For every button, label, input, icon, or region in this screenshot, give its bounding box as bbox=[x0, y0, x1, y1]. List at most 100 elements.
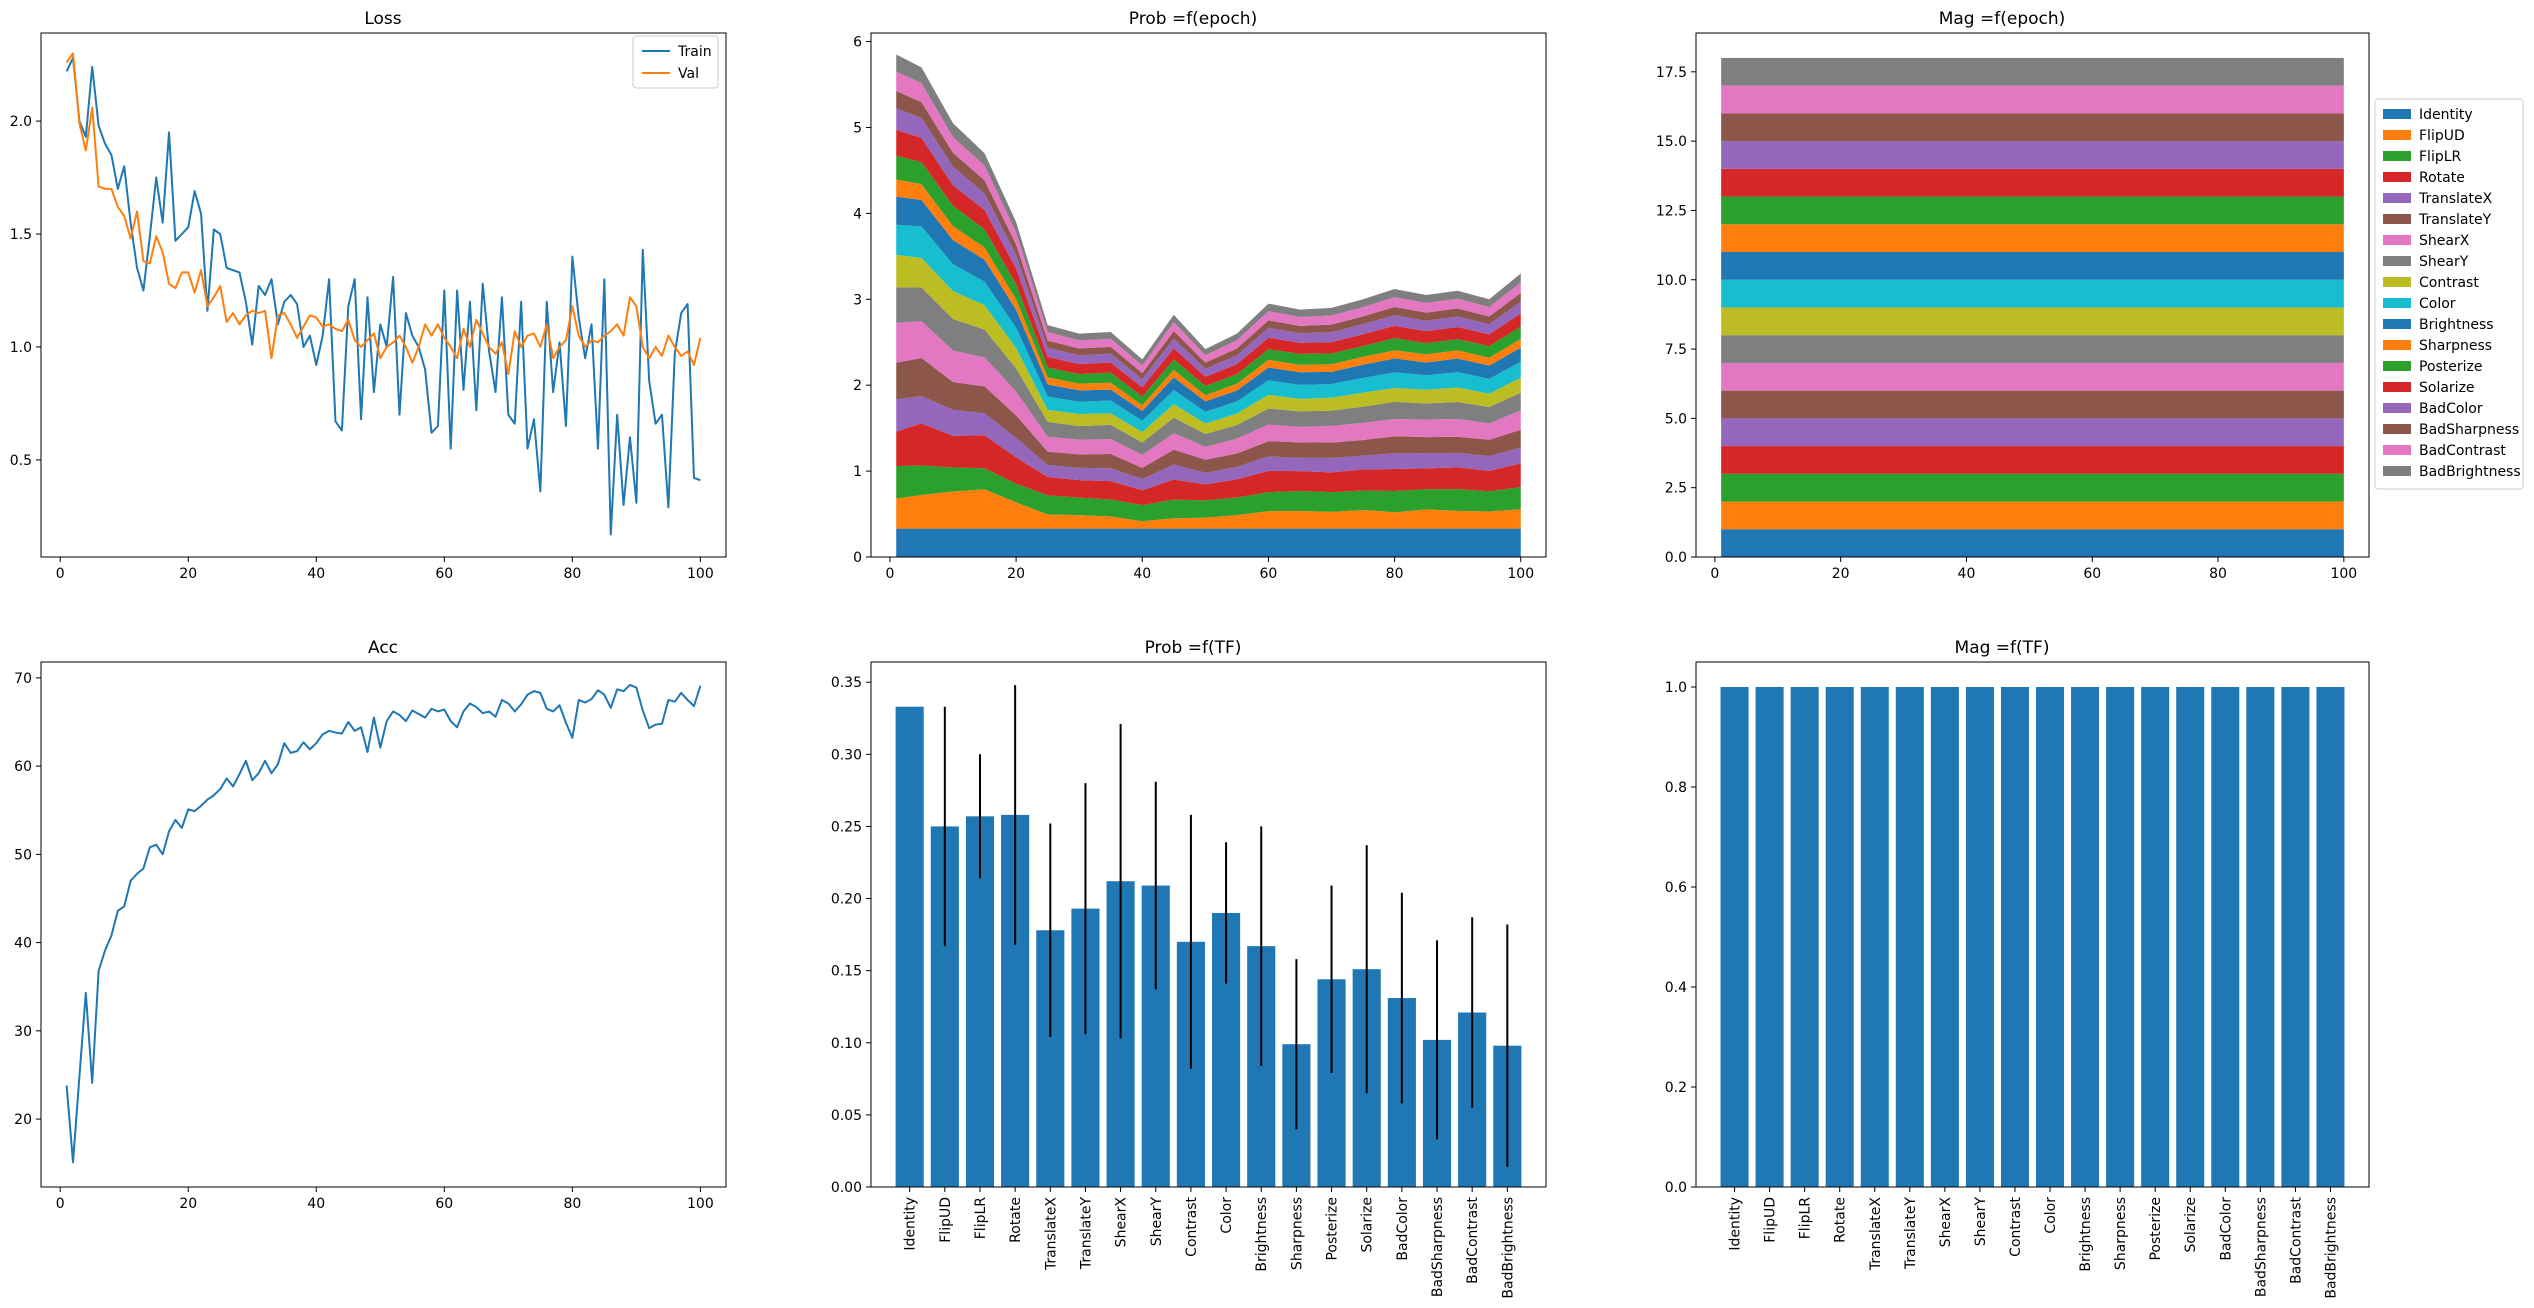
mag-legend-swatch-badsharpness bbox=[2383, 424, 2411, 434]
loss-ytick-label: 1.0 bbox=[10, 340, 32, 356]
prob-tf-bar-identity bbox=[895, 706, 924, 1187]
prob-epoch-area-shearx bbox=[896, 321, 1521, 468]
mag-tf-bar-posterize bbox=[2141, 687, 2170, 1187]
mag-tf-bar-brightness bbox=[2071, 687, 2100, 1187]
mag-tf-xtick-label: BadColor bbox=[2218, 1197, 2234, 1261]
mag-legend-label-badcolor: BadColor bbox=[2419, 401, 2483, 417]
prob-tf-xtick-label: Sharpness bbox=[1289, 1197, 1305, 1270]
prob-tf-ytick-label: 0.05 bbox=[831, 1108, 862, 1124]
mag-epoch-ytick-label: 12.5 bbox=[1656, 203, 1687, 219]
mag-tf-xtick-label: TranslateX bbox=[1868, 1197, 1884, 1272]
mag-tf-bar-sharpness bbox=[2106, 687, 2135, 1187]
prob-tf-ytick-label: 0.10 bbox=[831, 1036, 862, 1052]
loss-xtick-label: 60 bbox=[435, 566, 453, 582]
mag-tf-xtick-label: Identity bbox=[1728, 1197, 1744, 1251]
mag-epoch-band-translatey bbox=[1721, 390, 2344, 419]
prob-tf-xtick-label: Color bbox=[1219, 1197, 1235, 1234]
mag-epoch-band-contrast bbox=[1721, 307, 2344, 336]
mag-tf-xtick-label: Color bbox=[2043, 1197, 2059, 1234]
mag-tf-xtick-label: BadSharpness bbox=[2253, 1197, 2269, 1297]
mag-epoch-xtick-label: 100 bbox=[2330, 566, 2357, 582]
legend-val-label: Val bbox=[678, 66, 699, 82]
acc-ytick-label: 60 bbox=[14, 759, 32, 775]
mag-epoch-band-flipud bbox=[1721, 501, 2344, 530]
mag-tf-title: Mag =f(TF) bbox=[1955, 638, 2050, 658]
acc-ytick-label: 50 bbox=[14, 847, 32, 863]
mag-legend-label-badbrightness: BadBrightness bbox=[2419, 464, 2521, 480]
prob-tf-ytick-label: 0.35 bbox=[831, 675, 862, 691]
mag-tf-xtick-label: Contrast bbox=[2008, 1196, 2024, 1256]
mag-legend-swatch-translatey bbox=[2383, 214, 2411, 224]
mag-tf-bar-flipud bbox=[1755, 687, 1784, 1187]
acc-xtick-label: 60 bbox=[435, 1196, 453, 1212]
mag-tf-xtick-label: BadContrast bbox=[2288, 1197, 2304, 1284]
mag-epoch-band-identity bbox=[1721, 529, 2344, 557]
prob-tf-xtick-label: Solarize bbox=[1360, 1197, 1376, 1253]
acc-xtick-label: 80 bbox=[563, 1196, 581, 1212]
loss-ytick-label: 2.0 bbox=[10, 114, 32, 130]
prob-epoch-title: Prob =f(epoch) bbox=[1129, 9, 1257, 29]
mag-tf-xtick-label: BadBrightness bbox=[2323, 1197, 2339, 1299]
mag-legend-swatch-badcolor bbox=[2383, 403, 2411, 413]
mag-epoch-ytick-label: 5.0 bbox=[1665, 411, 1687, 427]
mag-tf-bar-translatex bbox=[1860, 687, 1889, 1187]
loss-ytick-label: 0.5 bbox=[10, 453, 32, 469]
prob-tf-xtick-label: Rotate bbox=[1008, 1197, 1024, 1243]
mag-legend-swatch-rotate bbox=[2383, 172, 2411, 182]
mag-legend-swatch-fliplr bbox=[2383, 151, 2411, 161]
prob-epoch-ytick-label: 2 bbox=[853, 378, 862, 394]
mag-legend-swatch-sheary bbox=[2383, 256, 2411, 266]
mag-tf-ytick-label: 0.6 bbox=[1665, 880, 1687, 896]
loss-xtick-label: 100 bbox=[687, 566, 714, 582]
prob-tf-plot: Identity FlipUD FlipLR Rotate TranslateX Tran… bbox=[831, 638, 1547, 1299]
loss-xtick-label: 0 bbox=[56, 566, 65, 582]
loss-legend-frame bbox=[632, 35, 719, 89]
prob-tf-ytick-label: 0.30 bbox=[831, 747, 862, 763]
mag-tf-xtick-label: Posterize bbox=[2148, 1197, 2164, 1261]
mag-legend-swatch-color bbox=[2383, 298, 2411, 308]
mag-tf-bar-rotate bbox=[1825, 687, 1854, 1187]
mag-legend-swatch-flipud bbox=[2383, 130, 2411, 140]
mag-legend-label-sharpness: Sharpness bbox=[2419, 338, 2492, 354]
mag-tf-xtick-label: Brightness bbox=[2078, 1197, 2094, 1272]
mag-tf-ytick-label: 0.0 bbox=[1665, 1180, 1687, 1196]
mag-legend-swatch-posterize bbox=[2383, 361, 2411, 371]
prob-tf-ytick-label: 0.00 bbox=[831, 1180, 862, 1196]
mag-epoch-xtick-label: 40 bbox=[1958, 566, 1976, 582]
prob-epoch-ytick-label: 5 bbox=[853, 120, 862, 136]
prob-tf-xtick-label: BadContrast bbox=[1465, 1197, 1481, 1284]
mag-epoch-ytick-label: 7.5 bbox=[1665, 342, 1687, 358]
prob-tf-xtick-label: BadBrightness bbox=[1500, 1197, 1516, 1299]
prob-epoch-ytick-label: 4 bbox=[853, 206, 862, 222]
acc-line bbox=[65, 683, 702, 1164]
mag-epoch-legend: Identity FlipUD FlipLR Rotate TranslateX Tran… bbox=[2374, 98, 2524, 490]
mag-epoch-ytick-label: 10.0 bbox=[1656, 273, 1687, 289]
mag-tf-xtick-label: TranslateY bbox=[1903, 1197, 1919, 1271]
mag-tf-bar-badcolor bbox=[2211, 687, 2240, 1187]
mag-epoch-band-rotate bbox=[1721, 446, 2344, 474]
prob-epoch-xtick-label: 20 bbox=[1007, 566, 1025, 582]
prob-tf-axes-frame bbox=[870, 661, 1547, 1188]
mag-tf-bar-translatey bbox=[1895, 687, 1924, 1187]
mag-legend-label-badsharpness: BadSharpness bbox=[2419, 422, 2519, 438]
prob-epoch-area-fliplr bbox=[896, 465, 1521, 522]
mag-legend-swatch-sharpness bbox=[2383, 340, 2411, 350]
prob-tf-ytick-label: 0.15 bbox=[831, 964, 862, 980]
acc-axes-frame bbox=[40, 661, 727, 1188]
prob-epoch-xtick-label: 80 bbox=[1386, 566, 1404, 582]
mag-tf-ytick-label: 0.8 bbox=[1665, 780, 1687, 796]
prob-tf-xtick-label: ShearX bbox=[1114, 1197, 1130, 1248]
acc-ytick-label: 20 bbox=[14, 1112, 32, 1128]
mag-epoch-ytick-label: 0.0 bbox=[1665, 550, 1687, 566]
mag-tf-ytick-label: 1.0 bbox=[1665, 680, 1687, 696]
mag-tf-xtick-label: ShearY bbox=[1973, 1197, 1989, 1247]
acc-xtick-label: 0 bbox=[56, 1196, 65, 1212]
loss-axes-frame bbox=[40, 32, 727, 558]
mag-epoch-axes-frame bbox=[1695, 32, 2370, 558]
mag-legend-swatch-badbrightness bbox=[2383, 466, 2411, 476]
mag-tf-bar-badcontrast bbox=[2281, 687, 2310, 1187]
mag-epoch-band-badcolor bbox=[1721, 141, 2344, 169]
prob-epoch-area-rotate bbox=[896, 423, 1521, 506]
prob-tf-ytick-label: 0.20 bbox=[831, 892, 862, 908]
mag-epoch-band-posterize bbox=[1721, 196, 2344, 225]
